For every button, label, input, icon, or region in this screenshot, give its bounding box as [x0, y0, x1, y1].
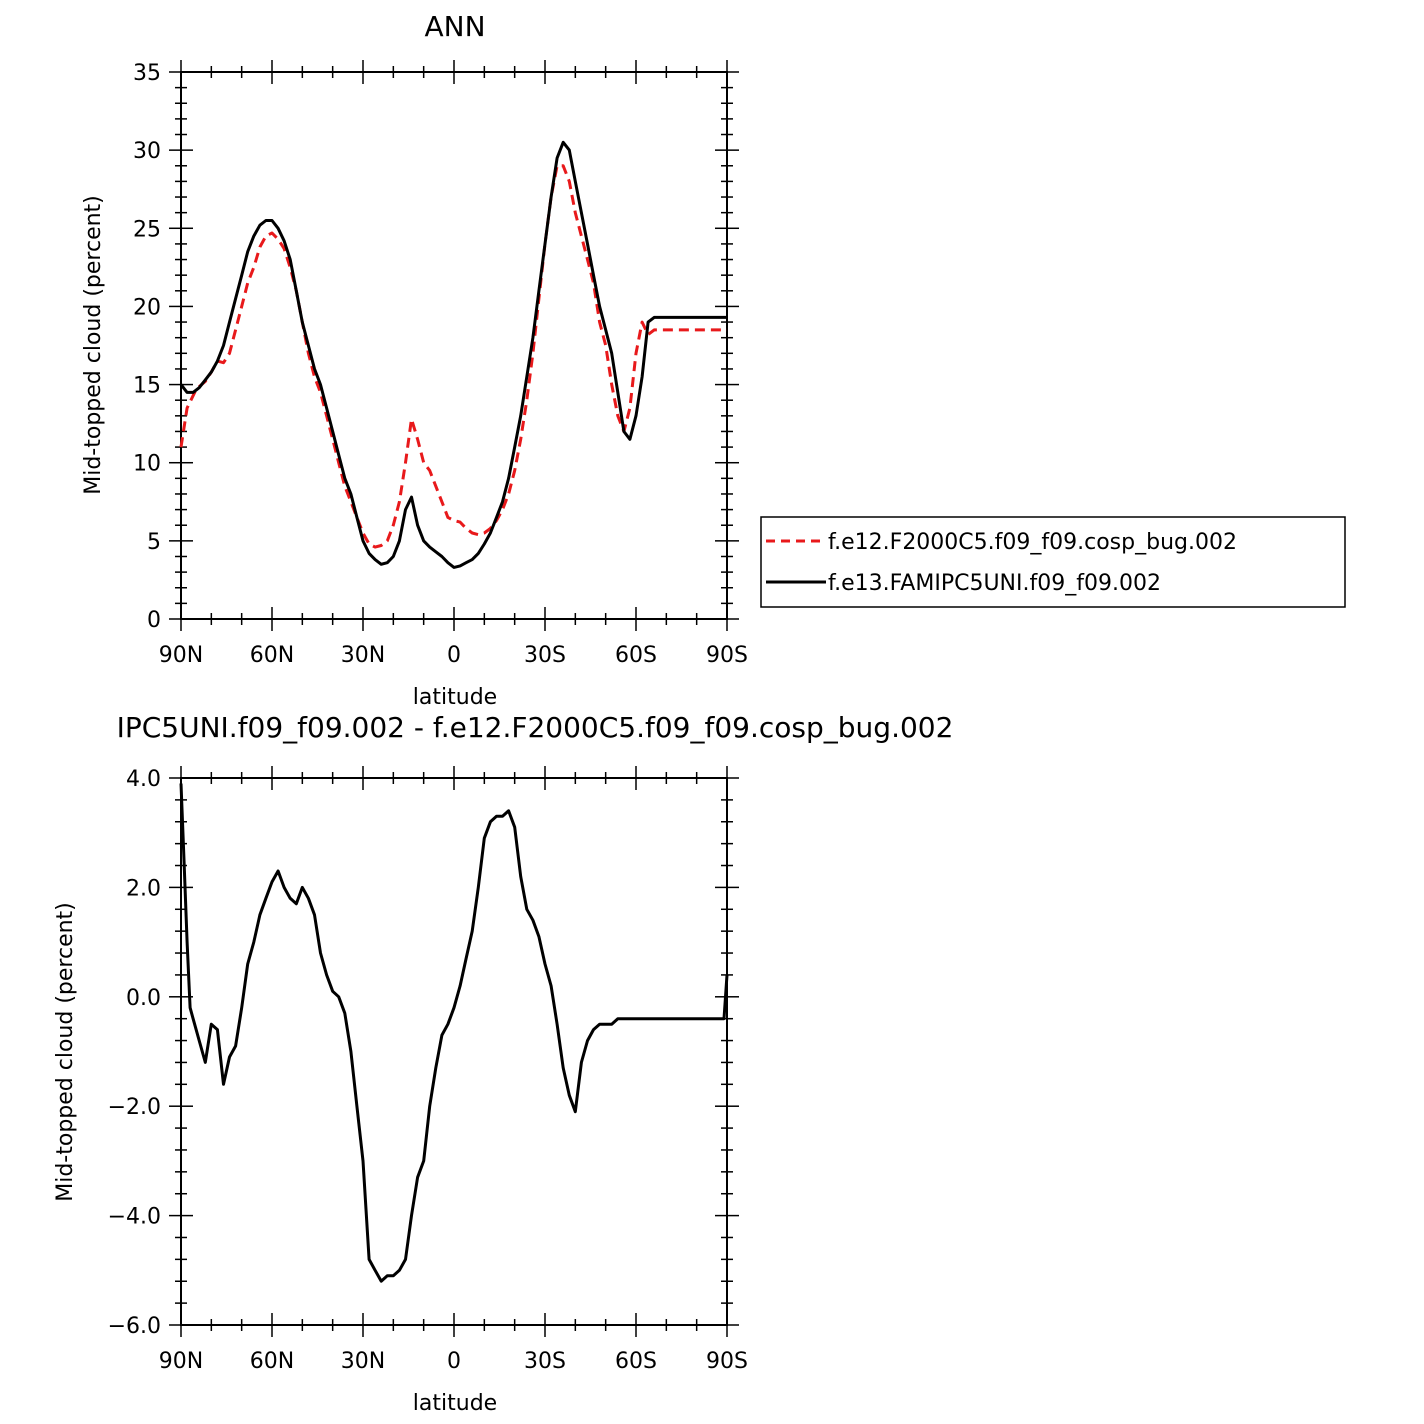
top-y-tick-label: 5 — [147, 530, 161, 555]
top-y-tick-label: 15 — [133, 374, 161, 399]
bottom-y-tick-label: −4.0 — [108, 1205, 161, 1230]
top-x-tick-label: 0 — [447, 643, 461, 668]
legend-entry-2: f.e13.FAMIPC5UNI.f09_f09.002 — [828, 571, 1161, 596]
top-plot-x-label: latitude — [413, 685, 497, 710]
bottom-plot-x-label: latitude — [413, 1391, 497, 1416]
bottom-plot-frame — [180, 777, 728, 1326]
bottom-plot: IPC5UNI.f09_f09.002 - f.e12.F2000C5.f09_… — [53, 711, 953, 1416]
top-x-tick-label: 30S — [524, 643, 566, 668]
top-y-tick-label: 30 — [133, 139, 161, 164]
bottom-plot-title: IPC5UNI.f09_f09.002 - f.e12.F2000C5.f09_… — [117, 711, 954, 744]
top-y-tick-label: 0 — [147, 608, 161, 633]
legend-entry-1: f.e12.F2000C5.f09_f09.cosp_bug.002 — [828, 530, 1237, 555]
bottom-y-tick-label: −6.0 — [108, 1314, 161, 1339]
top-x-tick-label: 90N — [159, 643, 203, 668]
top-series-line-1 — [179, 164, 727, 549]
bottom-x-tick-label: 90N — [159, 1349, 203, 1374]
top-plot-y-ticks: 0 5 10 15 20 25 30 35 — [133, 61, 739, 633]
bottom-plot-y-ticks: −6.0 −4.0 −2.0 0.0 2.0 4.0 — [108, 767, 739, 1339]
bottom-x-tick-label: 60S — [615, 1349, 657, 1374]
bottom-x-tick-label: 90S — [706, 1349, 748, 1374]
bottom-y-tick-label: 4.0 — [126, 767, 161, 792]
top-y-tick-label: 25 — [133, 217, 161, 242]
top-plot: ANN 0 5 10 15 20 25 30 35 90N 60N 30N 0 30S 60S 90S l… — [81, 10, 748, 710]
legend-box — [760, 516, 1346, 608]
bottom-x-tick-label: 30N — [341, 1349, 385, 1374]
legend: f.e12.F2000C5.f09_f09.cosp_bug.002 f.e13… — [760, 516, 1346, 608]
bottom-plot-y-label: Mid-topped cloud (percent) — [53, 902, 78, 1202]
bottom-x-tick-label: 0 — [447, 1349, 461, 1374]
top-y-tick-label: 10 — [133, 452, 161, 477]
top-y-tick-label: 20 — [133, 295, 161, 320]
top-plot-x-ticks: 90N 60N 30N 0 30S 60S 90S — [159, 60, 748, 668]
top-plot-series — [179, 140, 727, 569]
bottom-plot-series — [179, 783, 729, 1283]
top-plot-y-label: Mid-topped cloud (percent) — [81, 195, 106, 495]
bottom-series-line-1 — [179, 783, 729, 1283]
top-series-line-2 — [179, 140, 727, 569]
top-x-tick-label: 60N — [250, 643, 294, 668]
bottom-y-tick-label: −2.0 — [108, 1095, 161, 1120]
bottom-y-tick-label: 0.0 — [126, 986, 161, 1011]
bottom-y-tick-label: 2.0 — [126, 876, 161, 901]
bottom-x-tick-label: 60N — [250, 1349, 294, 1374]
bottom-plot-x-ticks: 90N 60N 30N 0 30S 60S 90S — [159, 766, 748, 1374]
top-x-tick-label: 90S — [706, 643, 748, 668]
bottom-x-tick-label: 30S — [524, 1349, 566, 1374]
top-x-tick-label: 60S — [615, 643, 657, 668]
top-y-tick-label: 35 — [133, 61, 161, 86]
top-plot-title: ANN — [424, 10, 485, 43]
top-x-tick-label: 30N — [341, 643, 385, 668]
